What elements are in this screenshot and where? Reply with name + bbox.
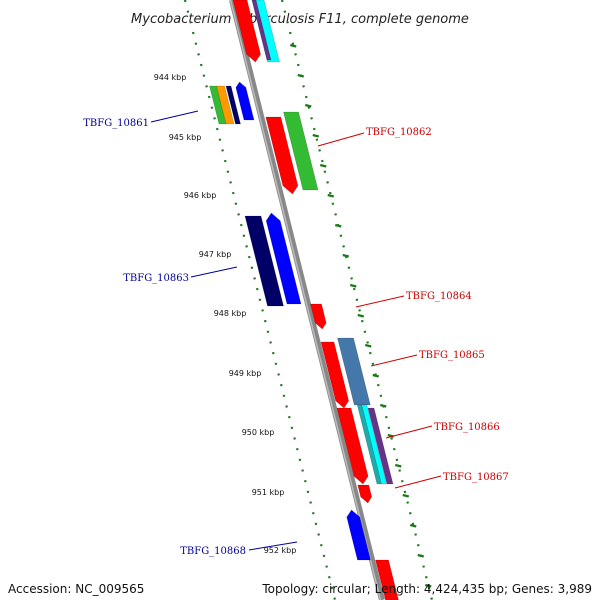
gene-leader-line xyxy=(317,132,365,147)
inner-dotted-ring xyxy=(183,0,337,600)
outer-tick-mark xyxy=(304,103,312,108)
gene-feature[interactable] xyxy=(361,404,387,485)
gene-feature[interactable] xyxy=(232,0,261,63)
tick-label: 946 kbp xyxy=(184,191,217,200)
genome-summary-text: Topology: circular; Length: 4,424,435 bp… xyxy=(262,582,592,596)
gene-feature[interactable] xyxy=(336,407,369,485)
outer-tick-mark xyxy=(364,343,372,348)
gene-feature[interactable] xyxy=(346,509,371,561)
outer-dotted-ring xyxy=(280,0,434,600)
gene-feature[interactable] xyxy=(357,484,373,504)
gene-leader-line xyxy=(150,110,199,123)
gene-label[interactable]: TBFG_10864 xyxy=(406,291,472,302)
outer-tick-mark xyxy=(394,463,402,468)
gene-feature[interactable] xyxy=(235,81,255,121)
gene-feature[interactable] xyxy=(251,0,272,61)
gene-feature[interactable] xyxy=(265,116,299,195)
tick-label: 950 kbp xyxy=(242,428,275,437)
outer-tick-mark xyxy=(409,523,417,528)
outer-tick-mark xyxy=(342,253,350,258)
tick-label: 949 kbp xyxy=(229,369,262,378)
gene-feature[interactable] xyxy=(367,407,394,485)
gene-label[interactable]: TBFG_10866 xyxy=(434,422,500,433)
backbone-highlight xyxy=(229,0,382,600)
gene-feature[interactable] xyxy=(283,111,319,191)
accession-text: Accession: NC_009565 xyxy=(8,582,145,596)
outer-tick-mark xyxy=(327,193,335,198)
gene-feature[interactable] xyxy=(320,341,350,409)
outer-tick-mark xyxy=(372,373,380,378)
outer-tick-mark xyxy=(312,133,320,138)
gene-label[interactable]: TBFG_10863 xyxy=(123,273,189,284)
gene-label[interactable]: TBFG_10867 xyxy=(443,472,509,483)
outer-tick-mark xyxy=(289,43,297,48)
map-title: Mycobacterium tuberculosis F11, complete… xyxy=(131,12,469,27)
tick-label: 945 kbp xyxy=(169,133,202,142)
gene-feature[interactable] xyxy=(244,215,284,307)
tick-label: 952 kbp xyxy=(264,546,297,555)
gene-feature[interactable] xyxy=(265,212,302,305)
backbone-track xyxy=(229,0,385,600)
gene-leader-line xyxy=(248,541,298,551)
gene-leader-line xyxy=(190,266,238,278)
tick-label: 951 kbp xyxy=(252,488,285,497)
feature-track xyxy=(209,0,399,600)
outer-tick-mark xyxy=(379,403,387,408)
gene-feature[interactable] xyxy=(225,85,241,125)
gene-leader-line xyxy=(370,354,418,367)
label-track: TBFG_10861 TBFG_10862 TBFG_10863 TBFG_10864… xyxy=(83,110,509,557)
tick-label: 948 kbp xyxy=(214,309,247,318)
gene-leader-line xyxy=(355,295,405,308)
outer-tick-mark xyxy=(334,223,342,228)
gene-feature[interactable] xyxy=(310,303,327,330)
tick-label: 947 kbp xyxy=(199,250,232,259)
gene-label[interactable]: TBFG_10862 xyxy=(366,127,432,138)
gene-leader-line xyxy=(394,475,442,489)
gene-feature[interactable] xyxy=(337,337,371,406)
tick-label: 944 kbp xyxy=(154,73,187,82)
gene-leader-line xyxy=(385,425,433,439)
outer-tick-mark xyxy=(357,313,365,318)
outer-tick-mark xyxy=(349,283,357,288)
backbone-line xyxy=(229,0,385,600)
outer-tick-mark xyxy=(417,553,425,558)
gene-feature[interactable] xyxy=(216,85,235,125)
gene-label[interactable]: TBFG_10861 xyxy=(83,118,149,129)
outer-tick-mark xyxy=(424,583,432,588)
gene-label[interactable]: TBFG_10868 xyxy=(180,546,246,557)
tick-track: 944 kbp 945 kbp 946 kbp 947 kbp 948 kbp 949 k… xyxy=(154,0,434,600)
gene-label[interactable]: TBFG_10865 xyxy=(419,350,485,361)
outer-tick-mark xyxy=(319,163,327,168)
outer-tick-mark xyxy=(402,493,410,498)
gene-feature[interactable] xyxy=(375,559,399,600)
outer-tick-mark xyxy=(297,73,305,78)
